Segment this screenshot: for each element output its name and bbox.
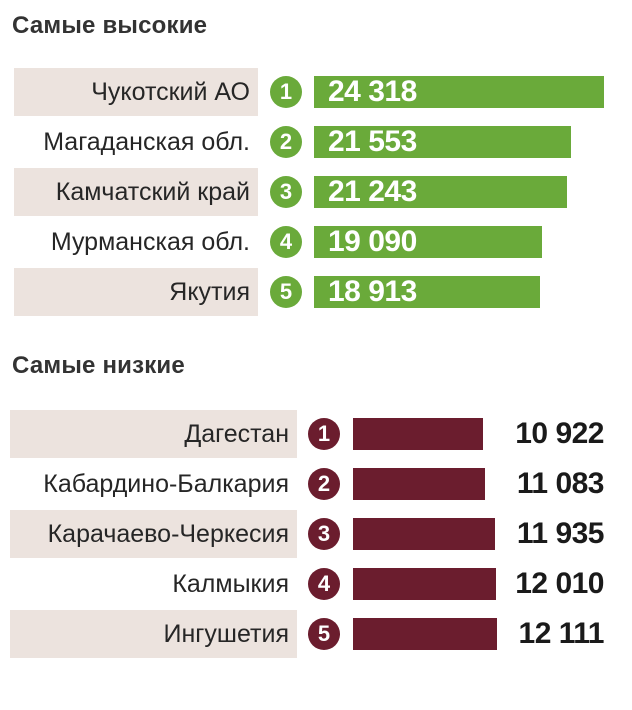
bar: [353, 518, 495, 550]
category-label: Калмыкия: [172, 570, 289, 598]
value-label: 24 318: [328, 75, 417, 108]
category-label: Ингушетия: [10, 610, 297, 658]
rank-badge: 2: [308, 468, 340, 500]
bar-row: Камчатский край 3 21 243: [0, 168, 632, 216]
chart-bottom-title: Самые низкие: [12, 352, 185, 379]
rank-badge: 3: [270, 176, 302, 208]
bar: [314, 276, 540, 308]
bar-row: Мурманская обл. 4 19 090: [0, 218, 632, 266]
value-label: 10 922: [515, 417, 604, 450]
rank-badge: 2: [270, 126, 302, 158]
category-label: Дагестан: [10, 410, 297, 458]
rank-badge: 3: [308, 518, 340, 550]
bar: [353, 618, 497, 650]
category-label: Карачаево-Черкесия: [10, 510, 297, 558]
rank-badge: 5: [270, 276, 302, 308]
bar: [314, 126, 571, 158]
category-label: Кабардино-Балкария: [43, 470, 289, 498]
bar: [314, 76, 604, 108]
bar-row: Ингушетия 5 12 111: [0, 610, 632, 658]
rank-badge: 4: [270, 226, 302, 258]
value-label: 11 935: [516, 517, 605, 550]
bar-row: Кабардино-Балкария 2 11 083: [0, 460, 632, 508]
category-label: Магаданская обл.: [43, 128, 250, 156]
bar-row: Калмыкия 4 12 010: [0, 560, 632, 608]
bar-row: Карачаево-Черкесия 3 11 935: [0, 510, 632, 558]
bar: [353, 568, 496, 600]
bar: [353, 468, 485, 500]
chart-top-title: Самые высокие: [12, 12, 208, 39]
category-label: Камчатский край: [14, 168, 258, 216]
rank-badge: 1: [270, 76, 302, 108]
bar: [353, 418, 483, 450]
value-label: 18 913: [328, 275, 417, 308]
rank-badge: 1: [308, 418, 340, 450]
bar: [314, 226, 542, 258]
category-label: Чукотский АО: [14, 68, 258, 116]
value-label: 21 553: [328, 125, 417, 158]
value-label: 11 083: [516, 467, 605, 500]
bar-row: Дагестан 1 10 922: [0, 410, 632, 458]
rank-badge: 5: [308, 618, 340, 650]
bar: [314, 176, 567, 208]
bar-row: Чукотский АО 1 24 318: [0, 68, 632, 116]
rank-badge: 4: [308, 568, 340, 600]
value-label: 21 243: [328, 175, 417, 208]
value-label: 12 010: [515, 567, 604, 600]
value-label: 12 111: [518, 617, 605, 650]
value-label: 19 090: [328, 225, 417, 258]
category-label: Мурманская обл.: [50, 228, 250, 256]
bar-row: Магаданская обл. 2 21 553: [0, 118, 632, 166]
bar-row: Якутия 5 18 913: [0, 268, 632, 316]
category-label: Якутия: [14, 268, 258, 316]
